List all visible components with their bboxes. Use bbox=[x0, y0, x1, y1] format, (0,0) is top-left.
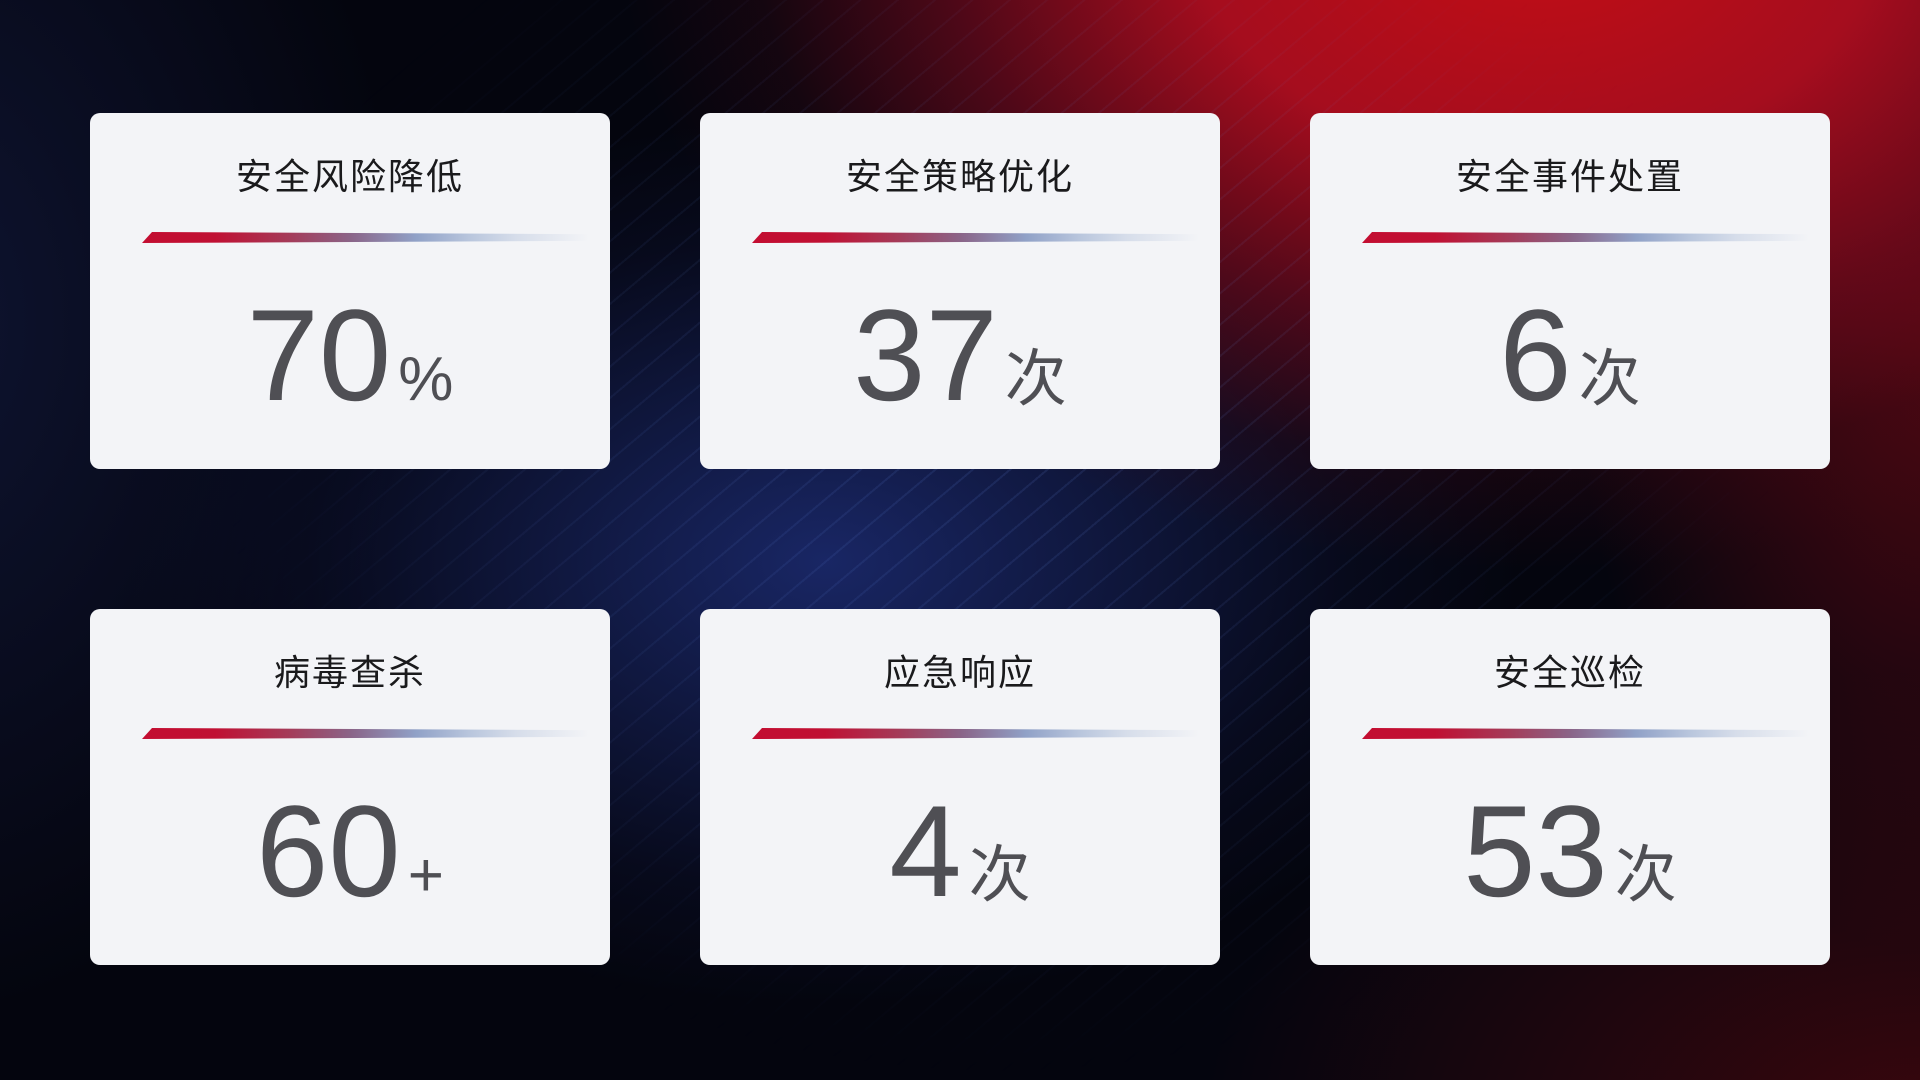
stat-card-risk-reduction: 安全风险降低 70 % bbox=[90, 113, 610, 469]
stat-value: 37 bbox=[853, 282, 998, 428]
stat-value: 60 bbox=[256, 778, 401, 924]
value-row: 4 次 bbox=[889, 786, 1030, 916]
stat-card-security-inspection: 安全巡检 53 次 bbox=[1310, 609, 1830, 965]
card-title: 安全风险降低 bbox=[235, 156, 464, 197]
stat-card-policy-optimization: 安全策略优化 37 次 bbox=[700, 113, 1220, 469]
accent-line bbox=[752, 728, 1208, 739]
value-row: 6 次 bbox=[1499, 290, 1640, 420]
value-row: 53 次 bbox=[1463, 786, 1677, 916]
card-title: 安全策略优化 bbox=[845, 156, 1074, 197]
stat-unit: 次 bbox=[1614, 841, 1677, 910]
accent-line bbox=[752, 232, 1208, 243]
stat-card-virus-scan: 病毒查杀 60 + bbox=[90, 609, 610, 965]
card-title: 病毒查杀 bbox=[273, 652, 426, 693]
stat-value: 4 bbox=[889, 778, 962, 924]
stat-unit: 次 bbox=[1004, 345, 1067, 414]
value-row: 70 % bbox=[247, 290, 454, 420]
stat-value: 6 bbox=[1499, 282, 1572, 428]
stat-value: 70 bbox=[246, 282, 392, 428]
accent-line bbox=[142, 728, 598, 739]
accent-line bbox=[1362, 232, 1818, 243]
card-title: 应急响应 bbox=[883, 652, 1036, 693]
stat-card-incident-handling: 安全事件处置 6 次 bbox=[1310, 113, 1830, 469]
accent-line bbox=[142, 232, 598, 243]
stat-unit: 次 bbox=[968, 841, 1031, 910]
card-title: 安全事件处置 bbox=[1455, 156, 1684, 197]
card-title: 安全巡检 bbox=[1493, 652, 1646, 693]
stat-unit: + bbox=[407, 841, 444, 910]
stat-value: 53 bbox=[1463, 778, 1608, 924]
stat-unit: 次 bbox=[1578, 345, 1641, 414]
stat-card-grid: 安全风险降低 70 % 安全策略优化 37 次 安全事件处置 6 次 病毒查杀 … bbox=[90, 113, 1830, 965]
stat-unit: % bbox=[398, 345, 454, 414]
stat-card-emergency-response: 应急响应 4 次 bbox=[700, 609, 1220, 965]
value-row: 60 + bbox=[256, 786, 444, 916]
value-row: 37 次 bbox=[853, 290, 1067, 420]
accent-line bbox=[1362, 728, 1818, 739]
